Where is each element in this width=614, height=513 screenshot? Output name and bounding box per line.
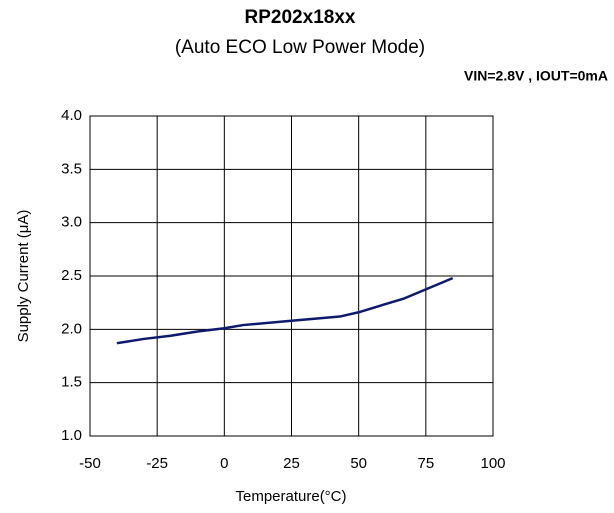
y-tick-label: 1.0 [61, 427, 82, 444]
x-tick-label: -25 [146, 455, 168, 472]
y-tick-label: 4.0 [61, 107, 82, 124]
annotation: VIN=2.8V , IOUT=0mA [464, 68, 608, 84]
y-tick-label: 1.5 [61, 374, 82, 391]
data-line [116, 276, 454, 345]
chart-subtitle: (Auto ECO Low Power Mode) [175, 37, 425, 58]
x-tick-label: -50 [79, 455, 101, 472]
x-tick-label: 50 [350, 455, 367, 472]
y-tick-label: 2.5 [61, 267, 82, 284]
chart-title: RP202x18xx [245, 7, 356, 28]
x-tick-label: 75 [417, 455, 434, 472]
x-tick-label: 0 [220, 455, 228, 472]
x-tick-label: 25 [283, 455, 300, 472]
y-tick-label: 3.5 [61, 160, 82, 177]
y-tick-label: 3.0 [61, 214, 82, 231]
x-axis-label: Temperature(°C) [235, 488, 346, 505]
y-axis-label: Supply Current (μA) [15, 210, 32, 343]
x-tick-label: 100 [480, 455, 505, 472]
y-tick-label: 2.0 [61, 320, 82, 337]
